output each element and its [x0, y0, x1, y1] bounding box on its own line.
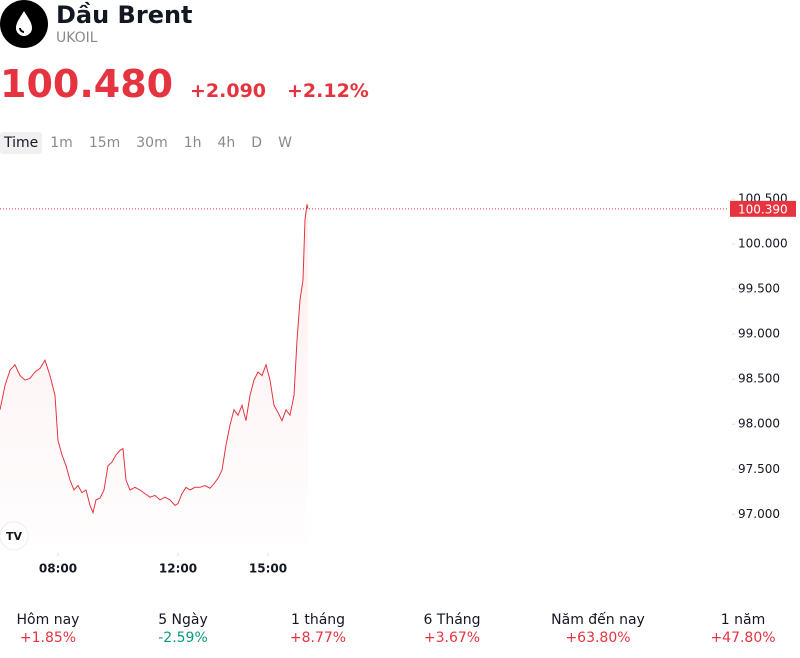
y-tick-label: 99.500 [738, 282, 780, 296]
price: 100.480 [0, 62, 174, 106]
last-price-label: 100.390 [738, 202, 788, 216]
svg-text:TV: TV [6, 530, 23, 543]
performance-value: +63.80% [565, 630, 631, 646]
performance-label: 5 Ngày [158, 612, 208, 628]
timeframe-button[interactable]: 15m [88, 135, 121, 151]
performance-item[interactable]: Hôm nay +1.85% [0, 612, 113, 646]
x-tick-label: 15:00 [249, 562, 287, 576]
performance-label: Năm đến nay [551, 612, 645, 628]
timeframe-button[interactable]: 1h [183, 135, 202, 151]
performance-label: 6 Tháng [423, 612, 481, 628]
performance-item[interactable]: 6 Tháng +3.67% [387, 612, 517, 646]
last-price-box [730, 200, 796, 217]
area [0, 204, 308, 546]
timeframe-button[interactable]: W [278, 135, 292, 151]
change: +2.090 [190, 80, 267, 102]
ticker: UKOIL [56, 30, 98, 46]
timeframe-button[interactable]: D [251, 135, 263, 151]
timeframe-button[interactable]: 1m [50, 135, 73, 151]
performance-label: 1 năm [720, 612, 766, 628]
title: Dầu Brent [56, 1, 193, 29]
y-tick-label: 98.000 [738, 417, 780, 431]
performance-item[interactable]: Năm đến nay +63.80% [533, 612, 663, 646]
performance-label: 1 tháng [290, 612, 346, 628]
timeframes: Time 1m 15m 30m 1h 4h D W [0, 132, 300, 154]
y-tick-label: 97.500 [738, 462, 780, 476]
y-tick-label: 100.000 [738, 236, 788, 250]
change-pct: +2.12% [287, 80, 369, 102]
x-tick-label: 08:00 [39, 562, 77, 576]
performance-label: Hôm nay [16, 612, 80, 628]
timeframe-button[interactable]: 30m [136, 135, 168, 151]
x-tick-label: 12:00 [159, 562, 197, 576]
performance-value: +47.80% [710, 630, 776, 646]
performance-item[interactable]: 5 Ngày -2.59% [118, 612, 248, 646]
performance-value: +3.67% [423, 630, 481, 646]
performance-value: +8.77% [289, 630, 347, 646]
y-tick-label: 97.000 [738, 507, 780, 521]
y-tick-label: 99.000 [738, 327, 780, 341]
performance-value: -2.59% [158, 630, 208, 646]
timeframe-button[interactable]: 4h [217, 135, 236, 151]
performance-item[interactable]: 1 năm +47.80% [678, 612, 800, 646]
tv-logo: TV [0, 521, 29, 551]
chart: 97.000 97.500 98.000 98.500 99.000 99.500 100.… [0, 191, 796, 576]
price-line [0, 204, 309, 515]
y-tick-label: 98.500 [738, 372, 780, 386]
performance-value: +1.85% [19, 630, 77, 646]
logo [0, 0, 48, 48]
performance-item[interactable]: 1 tháng +8.77% [253, 612, 383, 646]
timeframe-button[interactable]: Time [0, 132, 43, 154]
